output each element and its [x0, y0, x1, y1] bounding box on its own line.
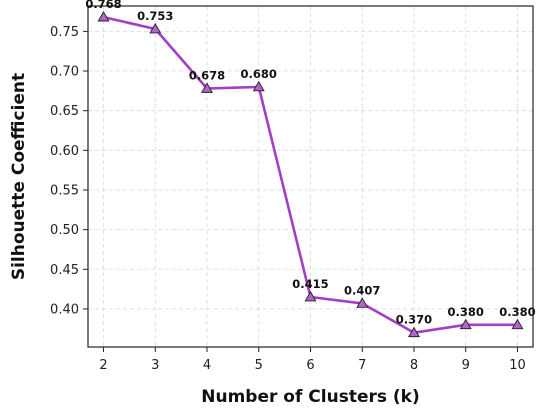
data-label: 0.407	[344, 283, 380, 297]
data-point-marker	[252, 80, 265, 92]
x-tick-label: 3	[151, 358, 159, 373]
data-point-marker	[97, 10, 110, 22]
y-tick-label: 0.40	[50, 302, 79, 317]
data-label: 0.380	[499, 305, 535, 319]
data-point-marker	[408, 326, 420, 338]
data-labels: 0.768 0.753 0.678 0.680 0.415 0.407 0.370 0.380…	[85, 0, 535, 327]
data-point-marker	[511, 318, 524, 330]
y-tick-label: 0.75	[50, 25, 79, 40]
data-point-marker	[149, 22, 162, 34]
x-tick-label: 6	[306, 358, 314, 373]
x-tick-label: 4	[203, 358, 211, 373]
data-series	[97, 10, 524, 338]
data-point-marker	[459, 318, 472, 330]
data-label: 0.380	[448, 305, 484, 319]
data-point-marker	[304, 290, 317, 302]
y-tick-label: 0.65	[50, 104, 79, 119]
data-label: 0.370	[396, 313, 432, 327]
x-tick-label: 5	[255, 358, 263, 373]
x-axis-title: Number of Clusters (k)	[201, 387, 420, 407]
y-tick-label: 0.60	[50, 144, 79, 159]
data-label: 0.415	[292, 277, 328, 291]
y-axis-title: Silhouette Coefficient	[9, 73, 29, 280]
data-label: 0.753	[137, 9, 173, 23]
x-tick-label: 8	[410, 358, 418, 373]
y-tick-label: 0.50	[50, 223, 79, 238]
x-tick-label: 7	[358, 358, 366, 373]
data-label: 0.678	[189, 68, 225, 82]
x-tick-label: 9	[462, 358, 470, 373]
axis-ticks: 2 3 4 5 6 7 8 9 10 0.40 0.45 0.50 0.55 0.60 0.65 0.70 0.…	[50, 25, 526, 373]
x-tick-label: 2	[99, 358, 107, 373]
y-tick-label: 0.55	[50, 183, 79, 198]
y-tick-label: 0.70	[50, 65, 79, 80]
data-point-marker	[356, 297, 369, 308]
x-tick-label: 10	[509, 358, 526, 373]
data-point-marker	[201, 82, 213, 93]
grid	[88, 6, 533, 347]
data-label: 0.768	[85, 0, 121, 11]
data-label: 0.680	[241, 67, 277, 81]
y-tick-label: 0.45	[50, 263, 79, 278]
